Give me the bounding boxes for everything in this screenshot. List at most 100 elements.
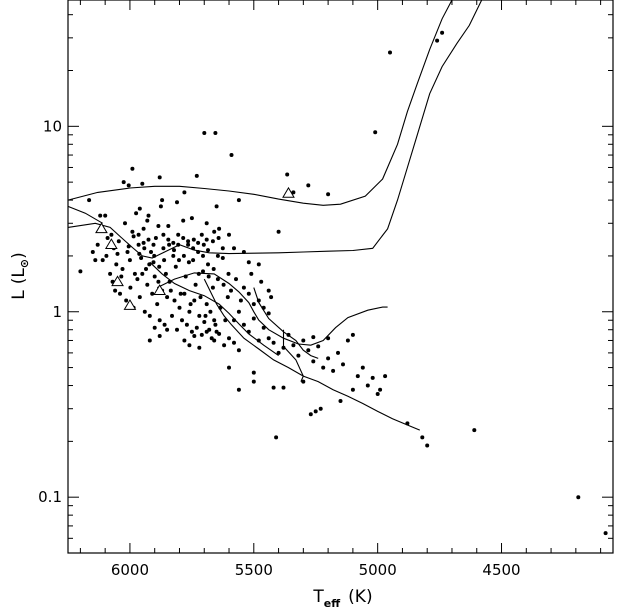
star-point xyxy=(197,313,202,318)
x-tick-label: 4500 xyxy=(482,561,520,579)
star-point xyxy=(126,183,131,188)
star-point xyxy=(216,236,221,240)
star-point xyxy=(232,340,236,345)
star-point xyxy=(375,392,380,396)
track-line-2 xyxy=(67,0,453,206)
star-point xyxy=(166,224,171,228)
star-point xyxy=(93,258,98,263)
track-line-9 xyxy=(282,329,304,382)
star-point xyxy=(150,291,155,296)
star-point xyxy=(378,387,383,392)
star-point xyxy=(120,267,125,271)
star-point xyxy=(130,229,135,234)
star-point xyxy=(266,311,271,316)
star-point xyxy=(166,237,171,242)
star-point xyxy=(116,239,121,244)
star-point xyxy=(125,250,130,254)
star-point xyxy=(141,226,146,231)
star-point xyxy=(202,320,207,324)
star-point xyxy=(234,277,238,282)
star-point xyxy=(194,325,199,330)
star-point xyxy=(189,216,194,221)
star-point xyxy=(269,295,274,300)
star-point xyxy=(188,302,193,307)
star-point xyxy=(160,198,165,203)
star-point xyxy=(95,242,100,247)
star-point xyxy=(212,229,217,234)
star-point xyxy=(170,313,174,318)
star-point xyxy=(191,246,196,251)
star-point xyxy=(246,291,251,296)
star-point xyxy=(201,253,205,258)
star-point xyxy=(196,250,201,254)
track-line-6 xyxy=(203,278,421,431)
track-line-4 xyxy=(67,205,103,224)
star-point xyxy=(360,365,365,370)
star-point xyxy=(142,246,147,251)
star-point xyxy=(182,338,187,343)
star-point xyxy=(161,246,166,251)
star-point xyxy=(291,190,296,195)
star-point xyxy=(152,274,157,279)
star-point xyxy=(281,345,286,350)
x-tick-label: 5000 xyxy=(359,561,397,579)
star-point xyxy=(141,240,146,245)
star-point xyxy=(181,218,186,223)
triangle-marker xyxy=(104,238,118,250)
star-point xyxy=(137,206,142,211)
star-point xyxy=(440,30,445,35)
star-point xyxy=(113,288,118,293)
track-line-5 xyxy=(156,272,388,346)
star-point xyxy=(576,495,581,500)
star-point xyxy=(177,305,182,310)
star-point xyxy=(189,329,194,334)
star-point xyxy=(182,291,187,296)
star-point xyxy=(226,271,231,276)
star-point xyxy=(149,250,153,254)
star-point xyxy=(182,190,187,195)
star-point xyxy=(405,421,410,426)
star-point xyxy=(306,183,311,188)
star-point xyxy=(350,387,355,392)
star-point xyxy=(161,232,166,237)
star-point xyxy=(158,204,163,209)
star-point xyxy=(140,181,145,186)
y-axis-label: L(L⊙) xyxy=(9,252,31,299)
triangle-markers xyxy=(95,186,295,310)
track-line-3 xyxy=(67,0,483,259)
star-point xyxy=(383,374,388,379)
star-point xyxy=(236,198,241,203)
star-point xyxy=(251,302,256,307)
star-point xyxy=(301,379,306,384)
star-point xyxy=(241,322,246,327)
star-point xyxy=(251,370,256,375)
triangle-marker xyxy=(282,186,295,198)
star-point xyxy=(232,246,236,251)
star-point xyxy=(256,262,261,267)
star-point xyxy=(192,334,197,338)
star-point xyxy=(108,271,113,276)
star-point xyxy=(223,318,228,323)
star-point xyxy=(199,332,204,337)
star-point xyxy=(163,271,168,276)
star-point xyxy=(291,343,296,348)
star-point xyxy=(276,350,281,355)
star-point xyxy=(204,302,209,307)
star-point xyxy=(355,374,360,379)
star-point xyxy=(119,274,124,279)
star-point xyxy=(176,232,181,237)
star-point xyxy=(213,131,218,135)
star-point xyxy=(131,234,136,239)
star-point xyxy=(186,260,191,265)
star-point xyxy=(140,271,145,276)
star-point xyxy=(215,253,220,258)
star-point xyxy=(157,264,162,269)
star-point xyxy=(151,260,156,265)
star-point xyxy=(336,350,340,355)
star-point xyxy=(124,298,129,303)
star-point xyxy=(181,236,186,240)
star-point xyxy=(266,336,271,341)
star-point xyxy=(186,242,191,247)
star-point xyxy=(132,271,137,276)
star-point xyxy=(266,288,271,293)
